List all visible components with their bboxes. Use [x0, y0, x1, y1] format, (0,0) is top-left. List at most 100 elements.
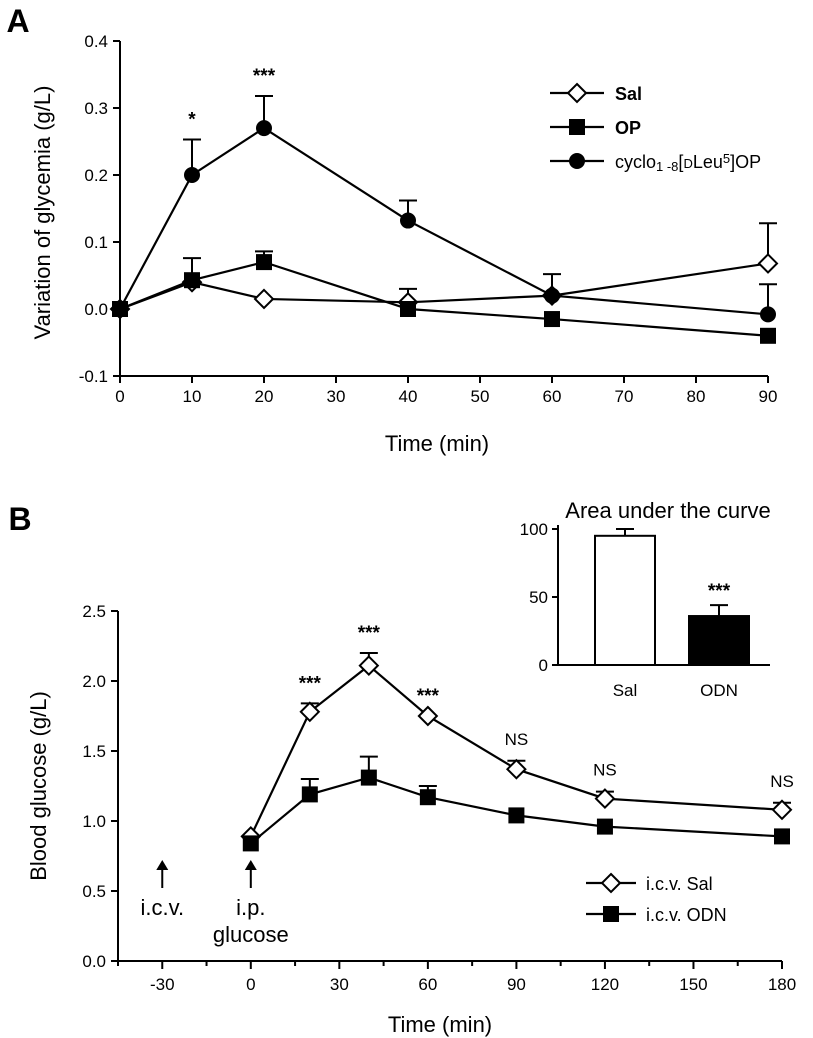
- b-y-tick-label: 1.0: [82, 812, 106, 831]
- a-y-tick-label: 0.0: [84, 300, 108, 319]
- b-y-tick-label: 1.5: [82, 742, 106, 761]
- a-y-tick-label: 0.3: [84, 99, 108, 118]
- a-y-axis-label: Variation of glycemia (g/L): [30, 86, 55, 340]
- a-legend-label-op: OP: [615, 118, 641, 138]
- a-point-2: [256, 120, 272, 137]
- b-x-axis-label: Time (min): [388, 1012, 492, 1037]
- a-point-0: [253, 288, 275, 310]
- inset-bar-sal: [594, 534, 656, 666]
- a-legend-text-part: [: [678, 152, 683, 172]
- a-y-tick-label: -0.1: [79, 367, 108, 386]
- b-point-0: [358, 655, 380, 677]
- b-legend-label: i.c.v. Sal: [646, 874, 713, 894]
- a-legend-text-part: 1 -8: [656, 159, 678, 174]
- b-x-tick-label: 0: [246, 975, 255, 994]
- b-significance-label: ***: [358, 623, 381, 644]
- a-x-tick-label: 40: [399, 387, 418, 406]
- a-series-line-2: [119, 126, 769, 316]
- b-y-tick-label: 0.5: [82, 882, 106, 901]
- a-point-2: [112, 301, 128, 317]
- a-y-tick-label: 0.2: [84, 166, 108, 185]
- a-x-tick-label: 10: [183, 387, 202, 406]
- b-arrow-label: i.p.: [236, 895, 265, 920]
- a-legend-text-part: Leu: [693, 152, 723, 172]
- b-point-1: [301, 786, 318, 803]
- a-x-tick-label: 0: [115, 387, 124, 406]
- a-legend-marker: [569, 153, 585, 169]
- a-point-1: [184, 272, 200, 289]
- b-point-0: [505, 758, 527, 780]
- a-legend-label-cyclo: cyclo1 -8[DLeu5]OP: [615, 151, 761, 174]
- a-x-axis-label: Time (min): [385, 431, 489, 456]
- a-x-tick-label: 60: [543, 387, 562, 406]
- b-x-tick-label: 120: [591, 975, 619, 994]
- b-point-1: [360, 769, 377, 786]
- a-significance-label: *: [188, 109, 196, 130]
- a-point-2: [400, 212, 416, 229]
- b-y-tick-label: 2.5: [82, 602, 106, 621]
- a-y-tick-label: 0.1: [84, 233, 108, 252]
- inset-bar-odn: [688, 615, 750, 666]
- inset-x-tick-label: ODN: [700, 681, 738, 700]
- a-point-0: [757, 253, 779, 274]
- inset-significance-label: ***: [708, 581, 731, 602]
- inset-title: Area under the curve: [565, 498, 770, 523]
- b-point-0: [299, 701, 321, 723]
- b-arrow-head: [156, 860, 169, 870]
- a-x-tick-label: 90: [759, 387, 778, 406]
- b-significance-label: ***: [417, 686, 440, 707]
- a-x-tick-label: 50: [471, 387, 490, 406]
- b-x-tick-label: 90: [507, 975, 526, 994]
- b-arrow-label: i.c.v.: [140, 895, 184, 920]
- inset-x-tick-label: Sal: [613, 681, 638, 700]
- b-point-1: [596, 818, 613, 835]
- b-point-1: [242, 835, 259, 852]
- a-point-2: [184, 167, 200, 183]
- b-y-axis-label: Blood glucose (g/L): [26, 691, 51, 881]
- b-x-tick-label: 30: [330, 975, 349, 994]
- b-x-tick-label: 150: [679, 975, 707, 994]
- b-point-0: [771, 799, 793, 821]
- b-arrow-label: glucose: [213, 922, 289, 947]
- b-legend-label: i.c.v. ODN: [646, 905, 727, 925]
- b-point-0: [417, 705, 439, 727]
- b-point-1: [419, 789, 436, 806]
- a-legend-marker: [569, 119, 585, 135]
- a-series-line-0: [119, 262, 769, 311]
- panel-a-label: A: [6, 3, 29, 39]
- a-legend-marker: [566, 82, 588, 104]
- b-ns-label: NS: [593, 761, 617, 780]
- a-point-1: [256, 254, 272, 271]
- a-point-1: [760, 327, 776, 344]
- a-x-tick-label: 30: [327, 387, 346, 406]
- a-legend-text-part: ]OP: [730, 152, 761, 172]
- a-point-1: [544, 311, 560, 328]
- a-point-2: [760, 306, 776, 323]
- b-x-tick-label: -30: [150, 975, 175, 994]
- b-point-1: [508, 807, 525, 824]
- b-legend-marker: [603, 906, 619, 922]
- a-legend-label-sal: Sal: [615, 84, 642, 104]
- a-point-2: [544, 287, 560, 304]
- a-series-line-1: [119, 260, 769, 337]
- a-significance-label: ***: [253, 66, 276, 87]
- a-x-tick-label: 70: [615, 387, 634, 406]
- a-x-tick-label: 80: [687, 387, 706, 406]
- b-y-tick-label: 2.0: [82, 672, 106, 691]
- a-legend-text-part: cyclo: [615, 152, 656, 172]
- a-point-1: [400, 301, 416, 317]
- inset-y-tick-label: 0: [539, 656, 548, 675]
- a-x-tick-label: 20: [255, 387, 274, 406]
- a-legend-text-part: D: [683, 156, 692, 171]
- a-y-tick-label: 0.4: [84, 32, 108, 51]
- b-ns-label: NS: [770, 772, 794, 791]
- b-ns-label: NS: [505, 730, 529, 749]
- b-point-0: [594, 788, 616, 810]
- b-point-1: [774, 828, 790, 845]
- b-y-tick-label: 0.0: [82, 952, 106, 971]
- b-arrow-head: [244, 860, 257, 870]
- b-legend-marker: [600, 872, 622, 894]
- a-legend-text-part: 5: [723, 151, 730, 166]
- panel-b-label: B: [8, 501, 31, 537]
